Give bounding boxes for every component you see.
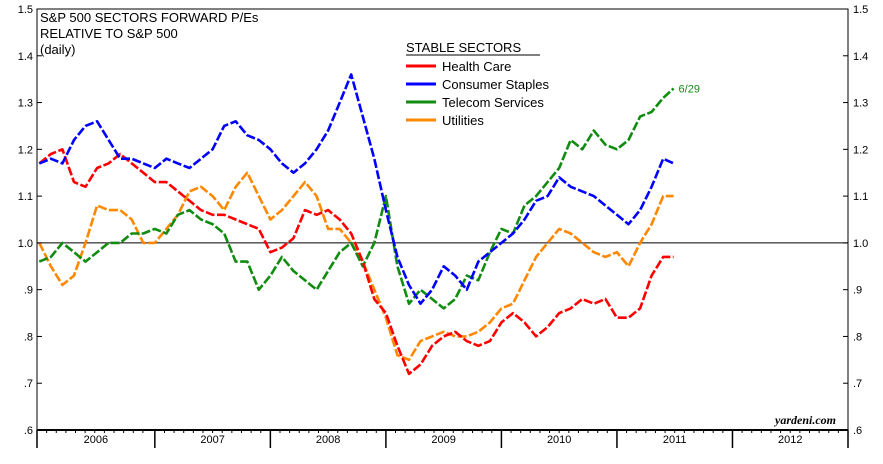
legend-title: STABLE SECTORS	[406, 40, 521, 55]
y-tick-label-left: 1.4	[18, 51, 33, 63]
x-tick-label: 2008	[316, 434, 340, 446]
title-line-1: S&P 500 SECTORS FORWARD P/Es	[40, 10, 259, 25]
x-tick-label: 2010	[547, 434, 571, 446]
legend-items: Health Care Consumer Staples Telecom Servi…	[406, 59, 549, 128]
legend: STABLE SECTORS Health Care Consumer Stapl…	[406, 40, 549, 128]
legend-label: Consumer Staples	[442, 77, 549, 92]
series-line-consumer-staples	[38, 73, 675, 305]
y-tick-label-left: .6	[24, 425, 33, 437]
y-tick-label-left: 1.2	[18, 144, 33, 156]
y-tick-label-left: 1.1	[18, 191, 33, 203]
y-tick-label-left: 1.5	[18, 4, 33, 16]
chart-title: S&P 500 SECTORS FORWARD P/Es RELATIVE TO…	[40, 10, 259, 57]
legend-label: Health Care	[442, 59, 511, 74]
y-tick-label-right: .7	[853, 378, 862, 390]
y-tick-label-left: .9	[24, 285, 33, 297]
y-axes: .6 .6 .7 .7 .8 .8 .9 .9 1.0 1.0 1.1 1.1 1.2 1.2 1.3 1.3…	[18, 4, 869, 437]
legend-label: Telecom Services	[442, 95, 544, 110]
legend-label: Utilities	[442, 113, 484, 128]
y-tick-label-left: 1.3	[18, 98, 33, 110]
y-tick-label-right: 1.3	[853, 98, 868, 110]
end-date-annotation: 6/29	[679, 84, 700, 96]
x-axis: 2006 2007 2008 2009 2010 2011 2012	[36, 429, 849, 448]
source-credit: yardeni.com	[773, 413, 836, 427]
y-tick-label-left: .8	[24, 331, 33, 343]
x-tick-label: 2009	[431, 434, 455, 446]
x-tick-label: 2011	[663, 434, 687, 446]
y-tick-label-right: 1.4	[853, 51, 868, 63]
x-tick-label: 2007	[200, 434, 224, 446]
y-tick-label-right: 1.5	[853, 4, 868, 16]
y-tick-label-right: 1.0	[853, 238, 868, 250]
y-tick-label-right: 1.2	[853, 144, 868, 156]
y-tick-label-left: 1.0	[18, 238, 33, 250]
series-line-telecom-services	[38, 87, 675, 310]
y-tick-label-right: 1.1	[853, 191, 868, 203]
series-line-health-care	[38, 148, 674, 376]
y-tick-label-left: .7	[24, 378, 33, 390]
y-tick-label-right: .9	[853, 285, 862, 297]
series-line-utilities	[38, 171, 674, 362]
x-tick-label: 2012	[778, 434, 802, 446]
title-line-2: RELATIVE TO S&P 500	[40, 26, 178, 41]
y-tick-label-right: .6	[853, 425, 862, 437]
title-line-3: (daily)	[40, 42, 75, 57]
series-lines	[38, 73, 675, 376]
x-tick-label: 2006	[84, 434, 108, 446]
y-tick-label-right: .8	[853, 331, 862, 343]
